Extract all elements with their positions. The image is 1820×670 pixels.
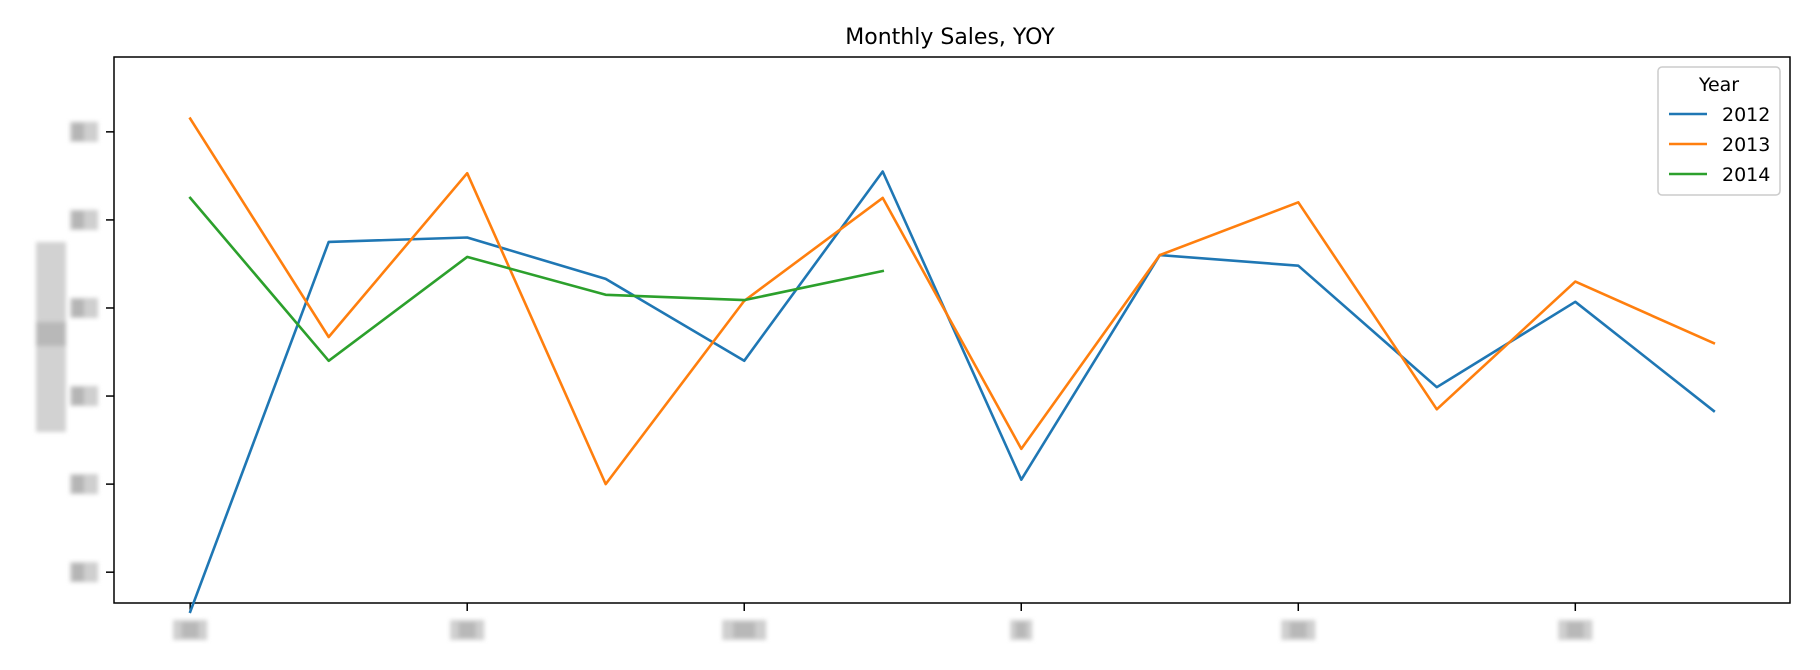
series-line-2013 [188, 116, 1716, 486]
x-tick-label-obscured [722, 620, 767, 640]
y-tick-label-obscured [70, 297, 98, 318]
x-tick-label-obscured [1010, 620, 1033, 640]
series-line-2014 [188, 196, 885, 363]
legend: Year 2012 2013 2014 [1657, 66, 1781, 196]
y-tick-label-obscured [70, 562, 98, 583]
legend-items: 2012 2013 2014 [1669, 104, 1770, 186]
x-tick-label-obscured [450, 620, 485, 640]
x-tick-label-obscured [1558, 620, 1593, 640]
legend-title: Year [1698, 74, 1739, 96]
y-axis [70, 121, 114, 583]
y-tick-label-obscured [70, 474, 98, 495]
y-tick-label-obscured [70, 386, 98, 407]
legend-entry-2014: 2014 [1722, 164, 1770, 186]
legend-box [1657, 66, 1781, 196]
series-lines [188, 116, 1716, 614]
legend-entry-2012: 2012 [1722, 104, 1770, 126]
plot-area [113, 56, 1791, 604]
legend-entry-2013: 2013 [1722, 134, 1770, 156]
x-axis [173, 603, 1593, 640]
chart-title: Monthly Sales, YOY [845, 25, 1055, 50]
y-axis-label-obscured [36, 242, 66, 432]
y-tick-label-obscured [70, 209, 98, 230]
y-tick-label-obscured [70, 121, 98, 142]
x-tick-label-obscured [1281, 620, 1316, 640]
x-tick-label-obscured [173, 620, 208, 640]
